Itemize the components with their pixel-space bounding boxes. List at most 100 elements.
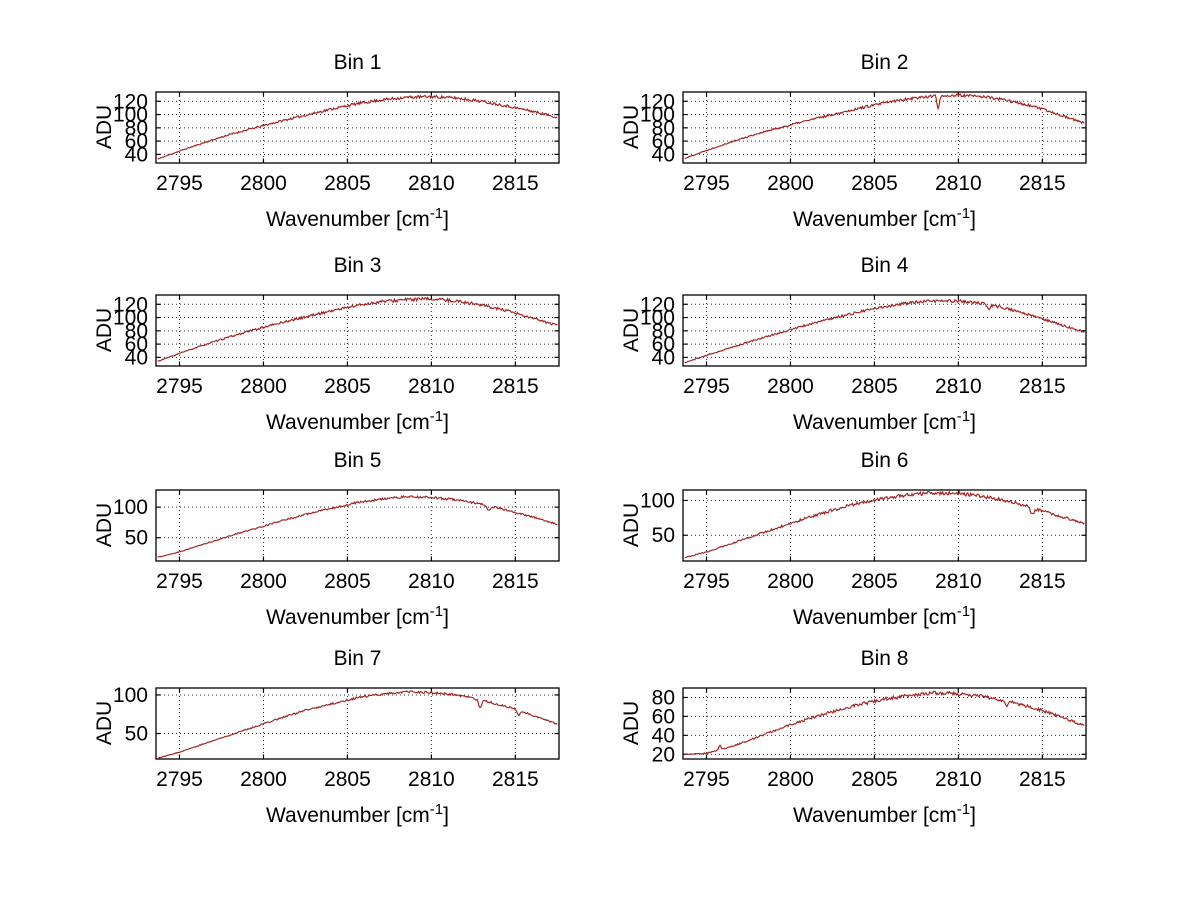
y-tick-label: 100: [640, 307, 675, 330]
x-tick-label: 2815: [492, 375, 539, 398]
x-tick-label: 2810: [935, 375, 982, 398]
y-tick-label: 100: [113, 496, 148, 519]
y-tick-label: 60: [125, 130, 148, 153]
x-tick-label: 2815: [492, 172, 539, 195]
x-axis-label: Wavenumber [cm-1]: [266, 801, 449, 827]
x-tick-label: 2800: [767, 172, 814, 195]
spectrum-line: [684, 93, 1085, 159]
spectrum-line: [157, 690, 558, 759]
subplot-title: Bin 4: [860, 254, 909, 277]
x-tick-label: 2805: [324, 570, 371, 593]
x-axis-label: Wavenumber [cm-1]: [793, 603, 976, 629]
y-tick-label: 100: [113, 104, 148, 127]
x-tick-label: 2815: [1019, 570, 1066, 593]
superscript: -1: [956, 408, 971, 425]
x-tick-label: 2805: [851, 172, 898, 195]
x-tick-label: 2815: [1019, 375, 1066, 398]
spectrum-line: [684, 690, 1085, 755]
x-tick-label: 2805: [324, 172, 371, 195]
x-tick-label: 2800: [240, 172, 287, 195]
subplot-bin-8: Bin 8 ADU 2795 2800 2805 2810 2815 20 40 60 80 W…: [553, 647, 1101, 853]
x-tick-label: 2795: [156, 768, 203, 791]
subplot-bin-7: Bin 7 ADU 2795 2800 2805 2810 2815 50 100 Wave…: [26, 647, 574, 853]
x-axis-label: Wavenumber [cm-1]: [266, 408, 449, 434]
y-tick-label: 20: [652, 743, 675, 766]
x-tick-label: 2815: [492, 570, 539, 593]
subplot-bin-3: Bin 3 ADU 2795 2800 2805 2810 2815 40 60 80 100 1…: [26, 254, 574, 460]
x-tick-label: 2795: [683, 375, 730, 398]
subplot-title: Bin 2: [860, 51, 909, 74]
subplot-title: Bin 7: [333, 647, 382, 670]
y-tick-label: 60: [652, 333, 675, 356]
spectrum-line: [157, 296, 558, 362]
y-tick-label: 40: [652, 724, 675, 747]
x-tick-label: 2795: [156, 570, 203, 593]
subplot-bin-5: Bin 5 ADU 2795 2800 2805 2810 2815 50 100 Wave…: [26, 449, 574, 655]
subplot-title: Bin 1: [333, 51, 382, 74]
axes-box: [682, 687, 1087, 760]
superscript: -1: [956, 603, 971, 620]
subplot-title: Bin 5: [333, 449, 382, 472]
x-tick-label: 2800: [240, 570, 287, 593]
x-tick-label: 2805: [851, 375, 898, 398]
superscript: -1: [956, 801, 971, 818]
subplot-bin-6: Bin 6 ADU 2795 2800 2805 2810 2815 50 100 Wave…: [553, 449, 1101, 655]
spectrum-line: [157, 94, 558, 160]
y-tick-label: 120: [640, 293, 675, 316]
y-tick-label: 100: [113, 307, 148, 330]
x-tick-label: 2805: [851, 768, 898, 791]
x-tick-label: 2800: [240, 768, 287, 791]
x-tick-label: 2795: [683, 768, 730, 791]
y-tick-label: 60: [652, 705, 675, 728]
x-tick-label: 2815: [1019, 768, 1066, 791]
y-tick-label: 80: [652, 320, 675, 343]
subplot-title: Bin 3: [333, 254, 382, 277]
superscript: -1: [429, 408, 444, 425]
y-tick-label: 40: [652, 346, 675, 369]
plot-area-bin-6: 2795 2800 2805 2810 2815 50 100: [640, 489, 1087, 593]
y-tick-label: 40: [125, 346, 148, 369]
x-tick-label: 2810: [408, 768, 455, 791]
x-tick-label: 2800: [767, 570, 814, 593]
subplot-bin-4: Bin 4 ADU 2795 2800 2805 2810 2815 40 60 80 100 1…: [553, 254, 1101, 460]
x-tick-label: 2810: [408, 172, 455, 195]
x-tick-label: 2800: [240, 375, 287, 398]
subplot-title: Bin 6: [860, 449, 909, 472]
plot-area-bin-7: 2795 2800 2805 2810 2815 50 100: [113, 684, 560, 791]
spectrum-line: [684, 298, 1085, 364]
x-tick-label: 2805: [324, 375, 371, 398]
y-tick-label: 50: [125, 723, 148, 746]
x-axis-label: Wavenumber [cm-1]: [266, 205, 449, 231]
y-tick-label: 80: [652, 117, 675, 140]
superscript: -1: [429, 801, 444, 818]
x-tick-label: 2810: [935, 570, 982, 593]
y-tick-label: 120: [640, 90, 675, 113]
y-tick-label: 50: [125, 527, 148, 550]
superscript: -1: [429, 205, 444, 222]
x-tick-label: 2815: [492, 768, 539, 791]
axes-box: [155, 489, 560, 562]
y-tick-label: 40: [652, 143, 675, 166]
x-tick-label: 2800: [767, 768, 814, 791]
x-tick-label: 2805: [851, 570, 898, 593]
x-axis-label: Wavenumber [cm-1]: [793, 801, 976, 827]
y-tick-label: 100: [640, 104, 675, 127]
x-tick-label: 2810: [408, 570, 455, 593]
spectrum-line: [157, 494, 558, 558]
y-tick-label: 40: [125, 143, 148, 166]
x-tick-label: 2800: [767, 375, 814, 398]
x-axis-label: Wavenumber [cm-1]: [793, 205, 976, 231]
subplot-title: Bin 8: [860, 647, 909, 670]
x-tick-label: 2795: [683, 570, 730, 593]
x-axis-label: Wavenumber [cm-1]: [793, 408, 976, 434]
x-axis-label: Wavenumber [cm-1]: [266, 603, 449, 629]
axes-box: [155, 687, 560, 760]
y-tick-label: 50: [652, 524, 675, 547]
x-tick-label: 2795: [156, 172, 203, 195]
x-tick-label: 2810: [935, 768, 982, 791]
y-tick-label: 100: [113, 684, 148, 707]
